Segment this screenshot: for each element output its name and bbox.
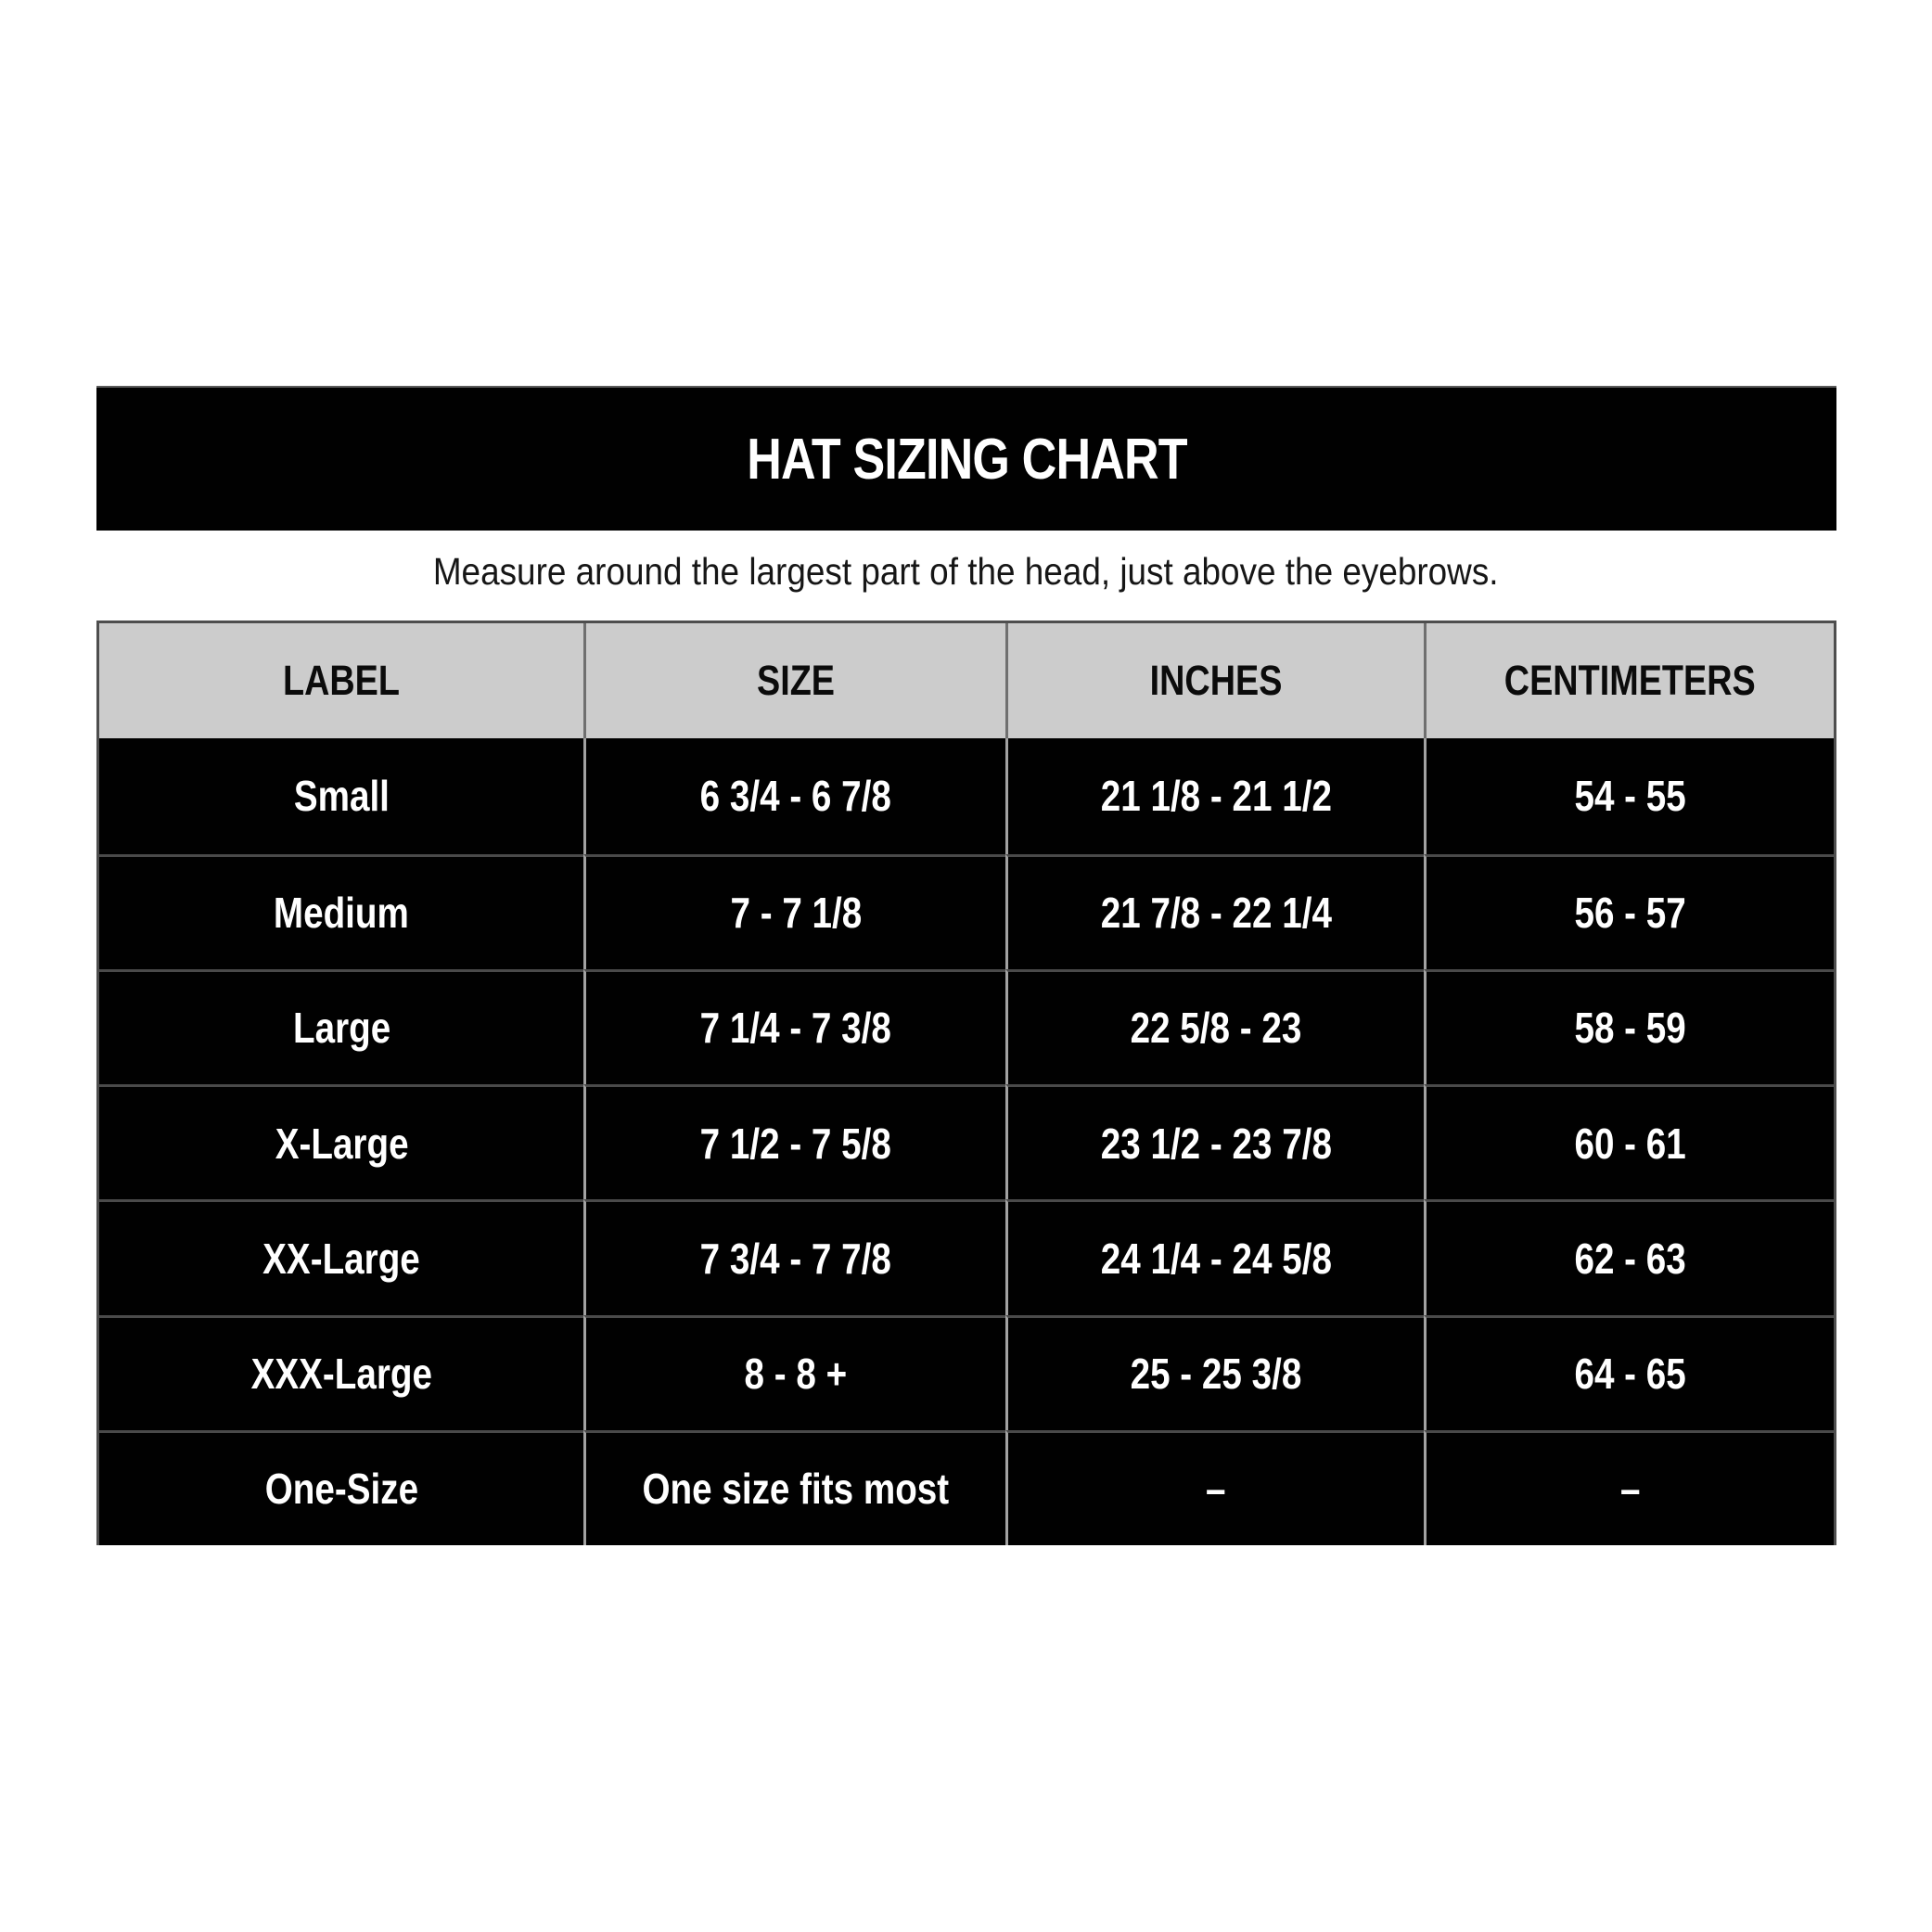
table-cell-r4c0: XX-Large xyxy=(99,1199,584,1315)
table-cell-r6c0: One-Size xyxy=(99,1429,584,1545)
header-cell-centimeters-text: CENTIMETERS xyxy=(1504,657,1757,705)
header-cell-inches: INCHES xyxy=(1004,623,1425,739)
table-cell-r1c1: 7 - 7 1/8 xyxy=(583,853,1005,969)
table-cell-r2c0-text: Large xyxy=(292,1004,390,1053)
table-cell-r5c0-text: XXX-Large xyxy=(250,1350,432,1399)
table-cell-r4c2-text: 24 1/4 - 24 5/8 xyxy=(1100,1234,1332,1283)
table-cell-r3c3-text: 60 - 61 xyxy=(1574,1119,1686,1168)
header-cell-size: SIZE xyxy=(583,623,1005,739)
header-cell-inches-text: INCHES xyxy=(1149,657,1283,705)
table-cell-r3c3: 60 - 61 xyxy=(1424,1084,1834,1200)
table-cell-r1c2-text: 21 7/8 - 22 1/4 xyxy=(1100,889,1332,938)
table-cell-r2c2: 22 5/8 - 23 xyxy=(1004,968,1425,1084)
table-cell-r0c1-text: 6 3/4 - 6 7/8 xyxy=(699,772,892,821)
table-cell-r1c1-text: 7 - 7 1/8 xyxy=(730,889,862,938)
sizing-table: LABEL SIZE INCHES CENTIMETERS Small 6 3/4 - 6… xyxy=(96,621,1836,1545)
table-cell-r1c0: Medium xyxy=(99,853,584,969)
table-cell-r6c1: One size fits most xyxy=(583,1429,1005,1545)
table-cell-r3c1-text: 7 1/2 - 7 5/8 xyxy=(699,1119,892,1168)
table-cell-r5c2-text: 25 - 25 3/8 xyxy=(1130,1350,1302,1399)
table-cell-r0c2-text: 21 1/8 - 21 1/2 xyxy=(1100,772,1332,821)
table-cell-r3c1: 7 1/2 - 7 5/8 xyxy=(583,1084,1005,1200)
table-cell-r2c0: Large xyxy=(99,968,584,1084)
header-cell-size-text: SIZE xyxy=(757,657,836,705)
table-cell-r1c0-text: Medium xyxy=(274,889,410,938)
table-cell-r0c3-text: 54 - 55 xyxy=(1574,772,1686,821)
table-cell-r0c2: 21 1/8 - 21 1/2 xyxy=(1004,738,1425,854)
table-cell-r4c3: 62 - 63 xyxy=(1424,1199,1834,1315)
table-cell-r3c0-text: X-Large xyxy=(275,1119,409,1168)
table-cell-r0c3: 54 - 55 xyxy=(1424,738,1834,854)
table-cell-r1c3-text: 56 - 57 xyxy=(1574,889,1686,938)
table-cell-r4c2: 24 1/4 - 24 5/8 xyxy=(1004,1199,1425,1315)
table-cell-r5c1: 8 - 8 + xyxy=(583,1314,1005,1430)
table-cell-r6c1-text: One size fits most xyxy=(642,1465,950,1514)
chart-title: HAT SIZING CHART xyxy=(746,427,1187,492)
table-cell-r2c1: 7 1/4 - 7 3/8 xyxy=(583,968,1005,1084)
table-cell-r5c1-text: 8 - 8 + xyxy=(744,1350,848,1399)
table-cell-r2c3-text: 58 - 59 xyxy=(1574,1004,1686,1053)
table-cell-r4c0-text: XX-Large xyxy=(262,1234,420,1283)
table-cell-r1c3: 56 - 57 xyxy=(1424,853,1834,969)
table-cell-r2c2-text: 22 5/8 - 23 xyxy=(1130,1004,1302,1053)
table-cell-r3c2: 23 1/2 - 23 7/8 xyxy=(1004,1084,1425,1200)
table-cell-r2c1-text: 7 1/4 - 7 3/8 xyxy=(699,1004,892,1053)
table-cell-r5c2: 25 - 25 3/8 xyxy=(1004,1314,1425,1430)
header-cell-centimeters: CENTIMETERS xyxy=(1424,623,1834,739)
header-cell-label-text: LABEL xyxy=(283,657,401,705)
table-cell-r5c0: XXX-Large xyxy=(99,1314,584,1430)
table-cell-r3c0: X-Large xyxy=(99,1084,584,1200)
table-cell-r4c3-text: 62 - 63 xyxy=(1574,1234,1686,1283)
table-cell-r0c0-text: Small xyxy=(293,772,390,821)
header-cell-label: LABEL xyxy=(99,623,584,739)
table-cell-r5c3-text: 64 - 65 xyxy=(1574,1350,1686,1399)
table-cell-r0c0: Small xyxy=(99,738,584,854)
table-cell-r6c0-text: One-Size xyxy=(264,1465,418,1514)
table-cell-r6c2: – xyxy=(1004,1429,1425,1545)
measure-instruction: Measure around the largest part of the h… xyxy=(0,538,1932,605)
table-cell-r6c2-text: – xyxy=(1206,1465,1226,1514)
table-cell-r5c3: 64 - 65 xyxy=(1424,1314,1834,1430)
table-cell-r3c2-text: 23 1/2 - 23 7/8 xyxy=(1100,1119,1332,1168)
chart-title-bar: HAT SIZING CHART xyxy=(96,386,1836,531)
table-cell-r0c1: 6 3/4 - 6 7/8 xyxy=(583,738,1005,854)
table-cell-r4c1: 7 3/4 - 7 7/8 xyxy=(583,1199,1005,1315)
table-cell-r2c3: 58 - 59 xyxy=(1424,968,1834,1084)
table-cell-r6c3-text: – xyxy=(1619,1465,1641,1514)
table-cell-r4c1-text: 7 3/4 - 7 7/8 xyxy=(699,1234,892,1283)
measure-instruction-text: Measure around the largest part of the h… xyxy=(433,549,1499,593)
table-cell-r1c2: 21 7/8 - 22 1/4 xyxy=(1004,853,1425,969)
table-cell-r6c3: – xyxy=(1424,1429,1834,1545)
